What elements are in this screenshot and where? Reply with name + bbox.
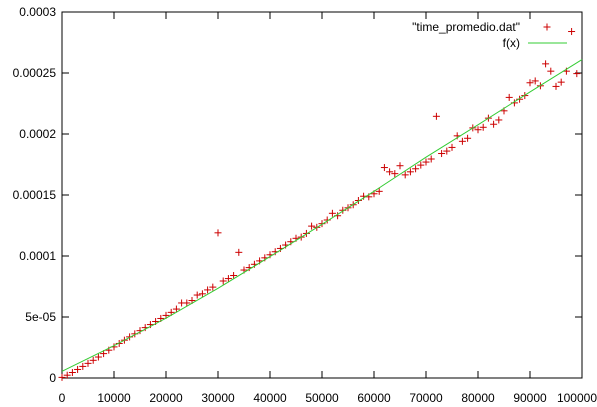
data-point (386, 168, 394, 176)
data-point (516, 95, 524, 103)
data-point (339, 206, 347, 214)
y-tick-label: 5e-05 (25, 310, 56, 324)
data-point (214, 229, 222, 237)
legend-marker-swatch (543, 23, 551, 31)
data-point (464, 134, 472, 142)
data-point (308, 222, 316, 230)
y-tick-label: 0.00025 (13, 66, 57, 80)
data-point (573, 70, 581, 78)
data-point (412, 165, 420, 173)
data-point (448, 143, 456, 151)
y-tick-label: 0.00015 (13, 188, 57, 202)
x-tick-label: 10000 (97, 391, 131, 405)
x-tick-label: 50000 (305, 391, 339, 405)
data-point (74, 365, 82, 373)
data-point (79, 362, 87, 370)
data-point (224, 275, 232, 283)
data-point (479, 123, 487, 131)
data-point (495, 116, 503, 124)
data-point (63, 371, 71, 379)
fit-line (61, 59, 583, 372)
data-point (552, 82, 560, 90)
x-tick-label: 40000 (253, 391, 287, 405)
data-point (58, 373, 66, 381)
data-point (235, 248, 243, 256)
x-axis: 0 10000 20000 30000 40000 50000 60000 70000 8000… (59, 12, 597, 405)
legend-label: "time_promedio.dat" (412, 20, 520, 34)
data-point (68, 369, 76, 377)
data-point (380, 164, 388, 172)
plot-frame (61, 11, 583, 379)
data-point (531, 77, 539, 85)
data-point (193, 291, 201, 299)
data-point (432, 112, 440, 120)
data-point (458, 137, 466, 145)
data-point (89, 356, 97, 364)
y-tick-label: 0 (49, 371, 56, 385)
data-point (505, 93, 513, 101)
y-tick-label: 0.0002 (19, 127, 56, 141)
data-point (542, 60, 550, 68)
x-tick-label: 20000 (149, 391, 183, 405)
data-point (422, 158, 430, 166)
x-tick-label: 100000 (557, 391, 597, 405)
series-layer (58, 28, 583, 381)
data-point (417, 161, 425, 169)
y-tick-label: 0.0003 (19, 5, 56, 19)
x-tick-label: 0 (59, 391, 66, 405)
data-point (354, 196, 362, 204)
data-point (557, 78, 565, 86)
data-point (230, 272, 238, 280)
data-point (94, 353, 102, 361)
data-point (474, 126, 482, 134)
data-point (204, 286, 212, 294)
data-point (526, 79, 534, 87)
data-point (427, 155, 435, 163)
x-tick-label: 70000 (409, 391, 443, 405)
data-point (547, 67, 555, 75)
x-tick-label: 60000 (357, 391, 391, 405)
data-point (396, 162, 404, 170)
data-point (198, 290, 206, 298)
data-point (172, 305, 180, 313)
legend-label: f(x) (503, 36, 520, 50)
x-tick-label: 80000 (461, 391, 495, 405)
data-point (443, 147, 451, 155)
x-tick-label: 30000 (201, 391, 235, 405)
y-tick-label: 0.0001 (19, 249, 56, 263)
data-point (318, 220, 326, 228)
data-point (84, 359, 92, 367)
data-point (209, 283, 217, 291)
data-point (401, 171, 409, 179)
data-point (328, 209, 336, 217)
data-point (183, 299, 191, 307)
data-point (568, 28, 576, 36)
data-point (406, 168, 414, 176)
x-tick-label: 90000 (513, 391, 547, 405)
data-point (219, 277, 227, 285)
data-point (375, 187, 383, 195)
data-point (391, 170, 399, 178)
data-point (438, 150, 446, 158)
y-axis: 0 5e-05 0.0001 0.00015 0.0002 0.00025 0.0003 (13, 5, 582, 385)
data-point (490, 120, 498, 128)
legend: "time_promedio.dat" f(x) (412, 20, 567, 50)
